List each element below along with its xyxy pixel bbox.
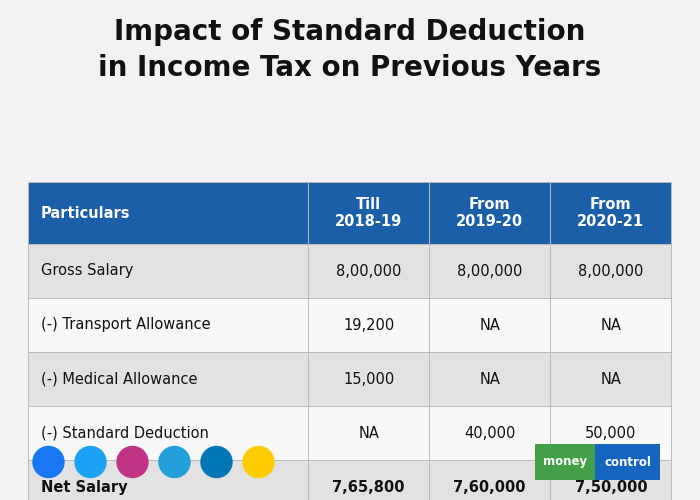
FancyBboxPatch shape [429,244,550,298]
Text: From
2020-21: From 2020-21 [578,197,645,229]
Text: 8,00,000: 8,00,000 [457,264,522,278]
FancyBboxPatch shape [429,182,550,244]
FancyBboxPatch shape [429,460,550,500]
Bar [595,444,660,480]
FancyBboxPatch shape [550,352,671,406]
FancyBboxPatch shape [308,460,429,500]
Text: 8,00,000: 8,00,000 [336,264,401,278]
Text: Net Salary: Net Salary [41,480,127,494]
Text: 7,50,000: 7,50,000 [575,480,647,494]
Bar [535,444,595,480]
Text: 8,00,000: 8,00,000 [578,264,643,278]
Circle shape [75,446,106,478]
Text: Impact of Standard Deduction
in Income Tax on Previous Years: Impact of Standard Deduction in Income T… [99,18,601,82]
FancyBboxPatch shape [550,182,671,244]
FancyBboxPatch shape [28,182,308,244]
Text: From
2019-20: From 2019-20 [456,197,524,229]
Circle shape [243,446,274,478]
Text: (-) Transport Allowance: (-) Transport Allowance [41,318,211,332]
FancyBboxPatch shape [28,298,308,352]
FancyBboxPatch shape [429,352,550,406]
Text: NA: NA [601,372,622,386]
Text: money: money [543,456,587,468]
Circle shape [33,446,64,478]
Text: (-) Standard Deduction: (-) Standard Deduction [41,426,209,440]
Text: 7,60,000: 7,60,000 [454,480,526,494]
Text: Gross Salary: Gross Salary [41,264,134,278]
Text: control: control [604,456,651,468]
FancyBboxPatch shape [308,244,429,298]
Circle shape [159,446,190,478]
Text: NA: NA [480,318,500,332]
Circle shape [117,446,148,478]
Text: 7,65,800: 7,65,800 [332,480,405,494]
FancyBboxPatch shape [550,406,671,460]
FancyBboxPatch shape [28,406,308,460]
Text: (-) Medical Allowance: (-) Medical Allowance [41,372,197,386]
Text: Till
2018-19: Till 2018-19 [335,197,402,229]
FancyBboxPatch shape [28,244,308,298]
Text: 19,200: 19,200 [343,318,394,332]
Text: NA: NA [601,318,622,332]
Text: 50,000: 50,000 [585,426,636,440]
FancyBboxPatch shape [308,298,429,352]
FancyBboxPatch shape [28,460,308,500]
FancyBboxPatch shape [308,352,429,406]
Text: 15,000: 15,000 [343,372,394,386]
FancyBboxPatch shape [28,352,308,406]
FancyBboxPatch shape [429,406,550,460]
Circle shape [201,446,232,478]
Text: NA: NA [480,372,500,386]
Text: Particulars: Particulars [41,206,130,220]
FancyBboxPatch shape [550,298,671,352]
Text: NA: NA [358,426,379,440]
FancyBboxPatch shape [429,298,550,352]
FancyBboxPatch shape [550,460,671,500]
FancyBboxPatch shape [550,244,671,298]
FancyBboxPatch shape [308,182,429,244]
Text: 40,000: 40,000 [464,426,515,440]
FancyBboxPatch shape [308,406,429,460]
